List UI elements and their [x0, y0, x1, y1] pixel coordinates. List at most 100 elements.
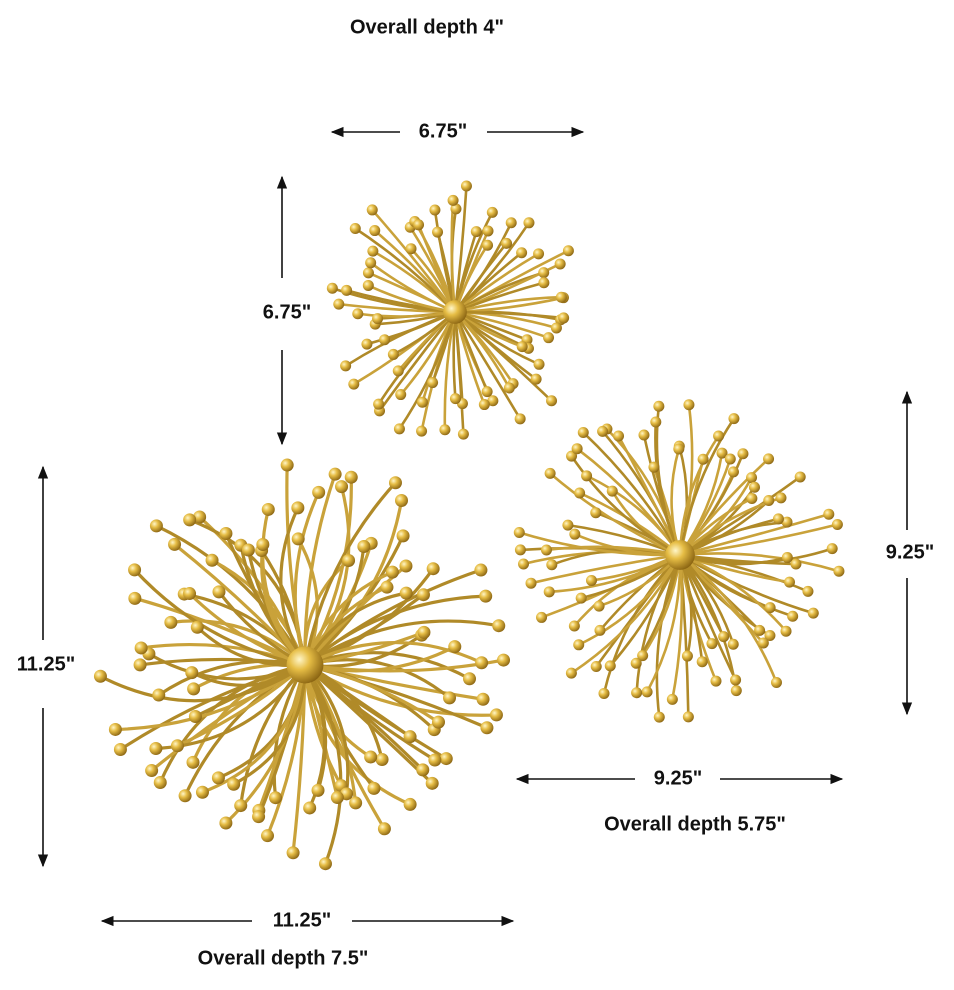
ball: [727, 638, 739, 650]
ball: [538, 267, 550, 279]
ball: [234, 799, 248, 813]
ball: [638, 429, 650, 441]
ball: [482, 225, 494, 237]
ball: [447, 194, 459, 206]
ball: [562, 245, 574, 257]
ball: [613, 430, 625, 442]
ball: [261, 829, 275, 843]
wire: [582, 431, 682, 556]
ball: [326, 282, 338, 294]
ball: [145, 764, 159, 778]
ball: [727, 466, 739, 478]
ball: [554, 258, 566, 270]
wire: [453, 311, 465, 435]
ball: [775, 492, 787, 504]
ball: [113, 743, 127, 757]
ball: [497, 653, 511, 667]
ball: [330, 791, 344, 805]
ball: [439, 752, 453, 766]
ball: [108, 722, 122, 736]
hub: [286, 646, 324, 684]
depth-label: Overall depth 4": [350, 16, 504, 38]
ball: [540, 544, 552, 556]
ball: [481, 386, 493, 398]
ball: [168, 537, 182, 551]
ball: [342, 553, 356, 567]
ball: [781, 552, 793, 564]
ball: [367, 781, 381, 795]
hub: [443, 300, 467, 324]
ball: [648, 461, 660, 473]
hub: [665, 540, 695, 570]
ball: [748, 481, 760, 493]
ball: [718, 631, 730, 643]
ball: [450, 203, 462, 215]
ball: [706, 638, 718, 650]
ball: [544, 467, 556, 479]
ball: [681, 650, 693, 662]
ball: [823, 508, 835, 520]
ball: [152, 688, 166, 702]
wire: [578, 554, 682, 646]
ball: [730, 674, 742, 686]
wire: [655, 554, 682, 718]
wire: [679, 552, 840, 573]
ball: [533, 248, 545, 260]
ball: [333, 298, 345, 310]
ball: [366, 204, 378, 216]
ball: [746, 472, 758, 484]
ball: [256, 538, 270, 552]
ball: [682, 711, 694, 723]
ball: [340, 360, 352, 372]
ball: [781, 516, 793, 528]
ball: [550, 322, 562, 334]
ball: [606, 485, 618, 497]
width-label: 9.25": [654, 767, 702, 789]
ball: [269, 791, 283, 805]
ball: [303, 801, 317, 815]
ball: [365, 257, 377, 269]
ball: [149, 519, 163, 533]
ball: [185, 666, 199, 680]
ball: [807, 607, 819, 619]
ball: [364, 750, 378, 764]
starburst: [326, 180, 574, 440]
wire: [570, 554, 682, 675]
ball: [164, 615, 178, 629]
ball: [341, 284, 353, 296]
ball: [568, 620, 580, 632]
ball: [604, 660, 616, 672]
ball: [653, 711, 665, 723]
ball: [335, 480, 349, 494]
ball: [763, 495, 775, 507]
ball: [653, 400, 665, 412]
ball: [486, 206, 498, 218]
ball: [392, 365, 404, 377]
ball: [474, 563, 488, 577]
ball: [546, 395, 558, 407]
ball: [280, 458, 294, 472]
ball: [291, 501, 305, 515]
wire: [304, 640, 483, 667]
ball: [416, 588, 430, 602]
ball: [361, 338, 373, 350]
ball: [569, 528, 581, 540]
ball: [362, 279, 374, 291]
ball: [457, 428, 469, 440]
ball: [833, 565, 845, 577]
ball: [802, 585, 814, 597]
ball: [357, 539, 371, 553]
ball: [489, 708, 503, 722]
ball: [416, 763, 430, 777]
ball: [590, 660, 602, 672]
ball: [432, 226, 444, 238]
ball: [348, 378, 360, 390]
ball: [487, 395, 499, 407]
height-label: 9.25": [886, 541, 934, 563]
ball: [252, 810, 266, 824]
ball: [543, 586, 555, 598]
ball: [754, 624, 766, 636]
wire: [279, 507, 307, 666]
wire: [148, 652, 306, 681]
ball: [724, 453, 736, 465]
